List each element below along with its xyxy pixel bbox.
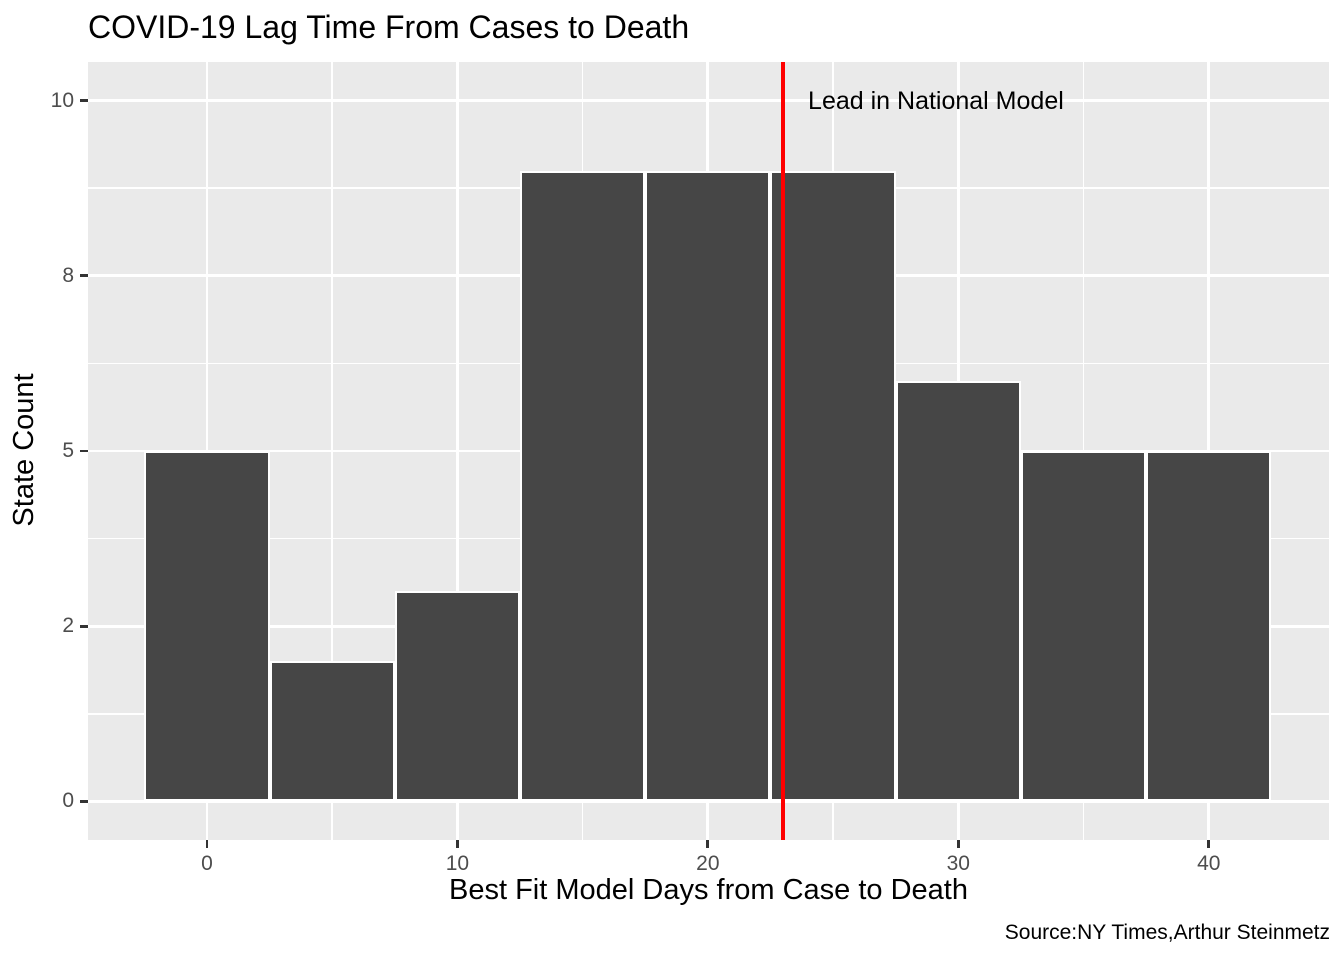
y-axis-tick [80, 99, 88, 102]
x-axis-tick [706, 840, 710, 848]
histogram-bar [895, 380, 1021, 802]
x-axis-tick [1207, 840, 1211, 848]
x-axis-tick [456, 840, 459, 848]
vline-annotation-label: Lead in National Model [808, 86, 1064, 115]
y-axis-tick-label: 10 [50, 88, 74, 112]
histogram-bar [770, 170, 896, 802]
y-axis-tick [80, 274, 88, 278]
histogram-bar [144, 451, 270, 802]
source-caption: Source:NY Times,Arthur Steinmetz [1004, 921, 1330, 944]
y-axis-tick [80, 800, 88, 803]
histogram-bar [1146, 451, 1272, 802]
x-axis-title: Best Fit Model Days from Case to Death [449, 874, 968, 906]
x-axis-tick [956, 840, 960, 848]
y-axis-tick-label: 0 [62, 789, 74, 813]
histogram-bar [1020, 451, 1147, 802]
plot-panel: Lead in National Model [88, 62, 1329, 840]
x-axis-tick [205, 840, 209, 848]
histogram-bar [394, 591, 521, 802]
histogram-bar [520, 170, 646, 802]
x-axis-tick-label: 40 [1197, 852, 1221, 875]
x-major-gridline [456, 62, 459, 840]
y-axis-tick-label: 8 [62, 263, 74, 287]
histogram-bar [269, 661, 395, 802]
y-axis-tick [80, 624, 88, 628]
y-axis-tick-label: 2 [62, 614, 74, 638]
y-axis-title: State Count [8, 373, 40, 527]
chart-title: COVID-19 Lag Time From Cases to Death [88, 9, 690, 45]
national-model-reference-line [781, 62, 785, 840]
y-axis-tick [80, 449, 88, 453]
x-axis-tick-label: 0 [201, 852, 213, 875]
histogram-bar [645, 170, 771, 802]
